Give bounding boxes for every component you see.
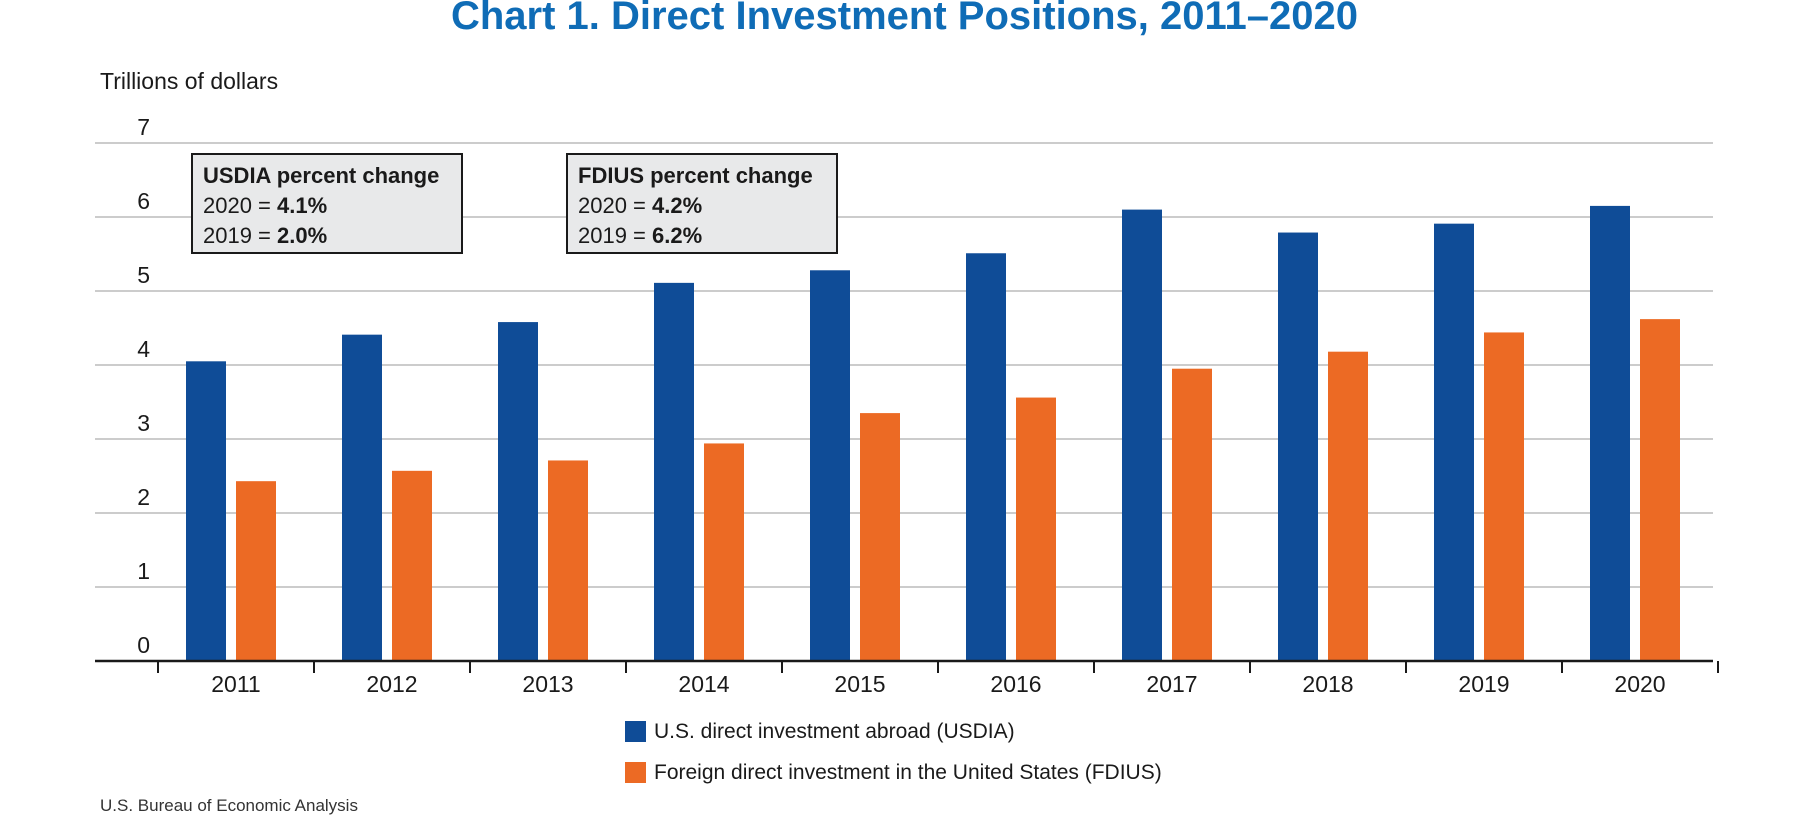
x-tick-label: 2014 bbox=[678, 671, 729, 697]
bar-usdia-2016 bbox=[966, 253, 1006, 661]
bar-fdius-2016 bbox=[1016, 397, 1056, 661]
fdius-percent-change-box: FDIUS percent change 2020 = 4.2% 2019 = … bbox=[566, 153, 838, 254]
y-tick-label: 2 bbox=[137, 484, 150, 510]
fdius-box-row-2019: 2019 = 6.2% bbox=[578, 221, 826, 251]
fdius-row-prefix: 2019 = bbox=[578, 223, 653, 248]
x-tick-label: 2017 bbox=[1146, 671, 1197, 697]
fdius-row-value: 6.2% bbox=[652, 223, 703, 248]
usdia-box-row-2020: 2020 = 4.1% bbox=[203, 191, 451, 221]
usdia-percent-change-box: USDIA percent change 2020 = 4.1% 2019 = … bbox=[191, 153, 463, 254]
usdia-row-value: 4.1% bbox=[277, 193, 328, 218]
bar-usdia-2012 bbox=[342, 334, 382, 661]
bar-usdia-2011 bbox=[186, 361, 226, 661]
y-tick-label: 0 bbox=[137, 632, 150, 658]
legend-swatch-fdius bbox=[625, 762, 646, 783]
bar-fdius-2014 bbox=[704, 443, 744, 661]
x-tick-label: 2019 bbox=[1458, 671, 1509, 697]
y-tick-label: 5 bbox=[137, 262, 150, 288]
fdius-box-header: FDIUS percent change bbox=[578, 163, 813, 188]
bar-fdius-2013 bbox=[548, 460, 588, 661]
x-tick-label: 2011 bbox=[211, 671, 260, 697]
usdia-row-prefix: 2019 = bbox=[203, 223, 278, 248]
chart-title: Chart 1. Direct Investment Positions, 20… bbox=[450, 0, 1359, 38]
usdia-box-header: USDIA percent change bbox=[203, 163, 440, 188]
legend-swatch-usdia bbox=[625, 721, 646, 742]
bar-fdius-2012 bbox=[392, 470, 432, 661]
bars bbox=[186, 205, 1680, 662]
fdius-row-value: 4.2% bbox=[652, 193, 703, 218]
x-tick-label: 2016 bbox=[990, 671, 1041, 697]
bar-usdia-2019 bbox=[1434, 223, 1474, 661]
x-tick-label: 2012 bbox=[366, 671, 417, 697]
y-tick-labels: 0 1 2 3 4 5 6 7 bbox=[137, 114, 150, 658]
y-axis-label: Trillions of dollars bbox=[100, 68, 279, 94]
x-tick-label: 2015 bbox=[834, 671, 885, 697]
fdius-box-row-2020: 2020 = 4.2% bbox=[578, 191, 826, 221]
bar-fdius-2018 bbox=[1328, 351, 1368, 661]
usdia-row-value: 2.0% bbox=[277, 223, 328, 248]
chart-legend: U.S. direct investment abroad (USDIA) Fo… bbox=[625, 720, 1162, 802]
bar-usdia-2020 bbox=[1590, 205, 1630, 661]
y-tick-label: 4 bbox=[137, 336, 150, 362]
bar-usdia-2017 bbox=[1122, 209, 1162, 661]
y-tick-label: 3 bbox=[137, 410, 150, 436]
bar-usdia-2013 bbox=[498, 322, 538, 661]
bar-usdia-2015 bbox=[810, 270, 850, 661]
usdia-row-prefix: 2020 = bbox=[203, 193, 278, 218]
usdia-box-row-2019: 2019 = 2.0% bbox=[203, 221, 451, 251]
legend-label-usdia: U.S. direct investment abroad (USDIA) bbox=[654, 719, 1015, 743]
y-tick-label: 6 bbox=[137, 188, 150, 214]
y-tick-label: 1 bbox=[137, 558, 150, 584]
bar-fdius-2017 bbox=[1172, 368, 1212, 661]
bar-fdius-2020 bbox=[1640, 319, 1680, 661]
bar-fdius-2015 bbox=[860, 413, 900, 661]
x-tick-label: 2018 bbox=[1302, 671, 1353, 697]
legend-item-usdia: U.S. direct investment abroad (USDIA) bbox=[625, 720, 1162, 743]
fdius-row-prefix: 2020 = bbox=[578, 193, 653, 218]
bar-usdia-2018 bbox=[1278, 232, 1318, 662]
x-tick-label: 2020 bbox=[1614, 671, 1665, 697]
legend-label-fdius: Foreign direct investment in the United … bbox=[654, 760, 1162, 784]
legend-item-fdius: Foreign direct investment in the United … bbox=[625, 761, 1162, 784]
bar-fdius-2019 bbox=[1484, 332, 1524, 661]
bar-fdius-2011 bbox=[236, 481, 276, 661]
bar-usdia-2014 bbox=[654, 282, 694, 661]
source-note: U.S. Bureau of Economic Analysis bbox=[100, 796, 358, 815]
y-tick-label: 7 bbox=[137, 114, 150, 140]
x-axis: 2011 2012 2013 2014 2015 2016 2017 2018 2019 2020 bbox=[95, 659, 1719, 697]
x-tick-label: 2013 bbox=[522, 671, 573, 697]
